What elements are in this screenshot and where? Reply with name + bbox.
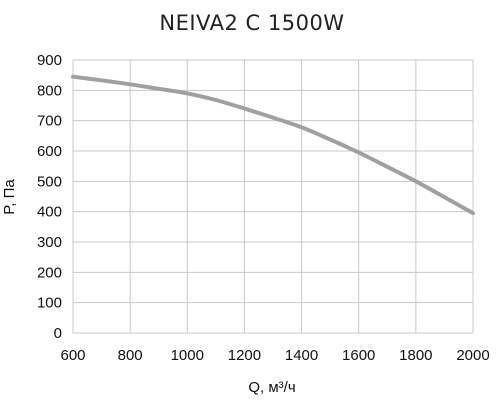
x-tick-label: 1200 [228,347,261,364]
x-tick-label: 1000 [171,347,204,364]
y-tick-label: 400 [37,204,62,221]
series-lines [71,74,475,216]
y-tick-label: 900 [37,52,62,69]
y-tick-label: 700 [37,113,62,130]
y-tick-label: 300 [37,234,62,251]
tick-labels: 0 100 200 300 400 500 600 700 800 900 600 800 1000 12… [37,52,490,364]
x-tick-label: 800 [118,347,143,364]
chart-title: NEIVA2 C 1500W [159,11,344,35]
y-tick-label: 200 [37,264,62,281]
x-tick-label: 1400 [285,347,318,364]
y-tick-label: 100 [37,295,62,312]
series-line [71,74,475,216]
y-axis-label: P, Па [1,179,18,215]
y-tick-label: 0 [54,325,62,342]
y-tick-label: 500 [37,173,62,190]
x-tick-label: 2000 [456,347,489,364]
x-tick-label: 1600 [342,347,375,364]
y-tick-label: 800 [37,82,62,99]
x-tick-label: 1800 [399,347,432,364]
x-tick-label: 600 [60,347,85,364]
grid-lines [72,59,474,334]
y-tick-label: 600 [37,143,62,160]
x-axis-label: Q, м³/ч [248,379,295,396]
